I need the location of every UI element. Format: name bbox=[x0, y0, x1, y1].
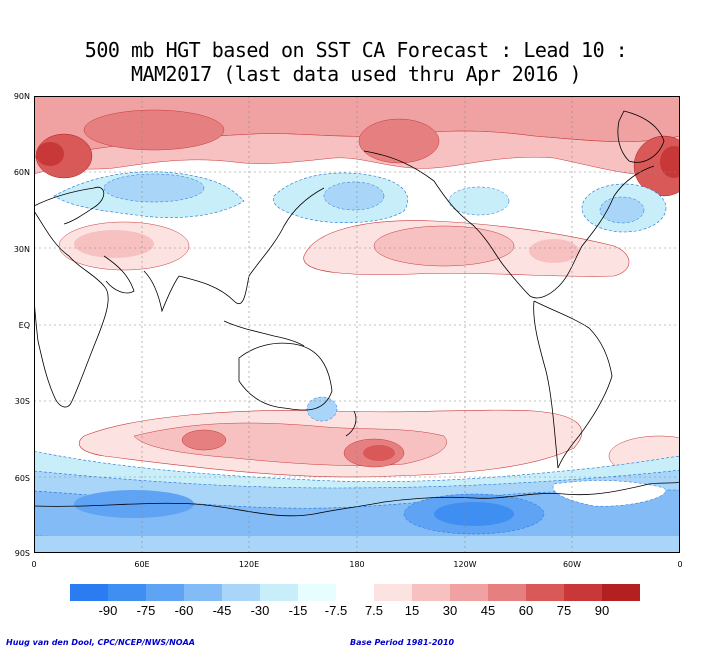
coastlines bbox=[34, 110, 680, 517]
antarctica-coast bbox=[34, 481, 680, 517]
color-legend bbox=[70, 584, 640, 601]
legend-swatch bbox=[108, 584, 146, 601]
graticule bbox=[34, 96, 680, 553]
south-america-west bbox=[533, 300, 559, 469]
positive-anomaly-asia-subtropics-core bbox=[74, 230, 154, 258]
lon-label-0-right: 0 bbox=[677, 560, 683, 569]
lon-label-120w: 120W bbox=[453, 560, 477, 569]
anomaly-map bbox=[34, 96, 680, 553]
legend-swatch bbox=[412, 584, 450, 601]
legend-label: -7.5 bbox=[324, 603, 348, 618]
legend-label: -60 bbox=[174, 603, 194, 618]
lon-label-60e: 60E bbox=[134, 560, 150, 569]
arabia-coast bbox=[103, 255, 135, 294]
chart-title-line-2: MAM2017 (last data used thru Apr 2016 ) bbox=[130, 62, 582, 86]
legend-swatch bbox=[488, 584, 526, 601]
legend-label: 45 bbox=[480, 603, 496, 618]
positive-anomaly-indian-ocean bbox=[181, 429, 227, 451]
legend-label: 90 bbox=[594, 603, 610, 618]
legend-swatch bbox=[336, 584, 374, 601]
negative-anomaly-eurasia-core bbox=[103, 173, 205, 203]
negative-anomaly-northpacific-core bbox=[323, 181, 385, 211]
lat-label-30n: 30N bbox=[13, 245, 30, 254]
positive-anomaly-gulf bbox=[529, 239, 579, 263]
positive-anomaly-pacific-subtropics-core bbox=[373, 225, 515, 267]
positive-anomaly-pacific-high bbox=[83, 109, 225, 151]
legend-swatch bbox=[564, 584, 602, 601]
positive-anomaly-greenland-core bbox=[660, 146, 680, 178]
legend-label: -45 bbox=[212, 603, 232, 618]
australia-coast bbox=[238, 342, 333, 411]
africa-coast bbox=[34, 210, 109, 408]
legend-swatch bbox=[298, 584, 336, 601]
legend-swatch bbox=[260, 584, 298, 601]
legend-swatch bbox=[146, 584, 184, 601]
lat-label-30s: 30S bbox=[14, 397, 30, 406]
legend-label: -15 bbox=[288, 603, 308, 618]
legend-swatch bbox=[222, 584, 260, 601]
negative-anomaly-tasman bbox=[306, 396, 338, 422]
lat-label-60s: 60S bbox=[14, 474, 30, 483]
positive-anomaly-alaska bbox=[358, 118, 440, 164]
legend-label: -75 bbox=[136, 603, 156, 618]
legend-swatch bbox=[374, 584, 412, 601]
credit-text: Huug van den Dool, CPC/NCEP/NWS/NOAA bbox=[6, 638, 195, 647]
legend-label: 60 bbox=[518, 603, 534, 618]
greenland-coast bbox=[617, 110, 665, 163]
negative-anomaly-amundsen-core bbox=[434, 502, 514, 526]
lat-label-90s: 90S bbox=[14, 549, 30, 558]
lon-label-60w: 60W bbox=[562, 560, 582, 569]
positive-anomaly-siberia-core bbox=[36, 142, 64, 166]
positive-anomaly-south-pacific-core bbox=[363, 445, 395, 461]
india-coast bbox=[143, 270, 180, 313]
legend-label: 75 bbox=[556, 603, 572, 618]
negative-anomaly-southern-polar-cap bbox=[34, 536, 680, 553]
lon-label-0-left: 0 bbox=[31, 560, 37, 569]
north-america-coast bbox=[363, 150, 655, 299]
legend-label: 7.5 bbox=[364, 603, 384, 618]
legend-swatch bbox=[184, 584, 222, 601]
europe-coast bbox=[34, 186, 105, 225]
map-panel bbox=[34, 96, 680, 553]
legend-swatch bbox=[70, 584, 108, 601]
lat-label-90n: 90N bbox=[13, 92, 30, 101]
south-america-coast bbox=[533, 300, 613, 469]
legend-label: -90 bbox=[98, 603, 118, 618]
lat-label-60n: 60N bbox=[13, 168, 30, 177]
map-frame bbox=[34, 96, 680, 553]
legend-label: 30 bbox=[442, 603, 458, 618]
new-zealand bbox=[345, 410, 357, 437]
legend-swatch bbox=[526, 584, 564, 601]
maritime-continent bbox=[223, 320, 305, 347]
legend-label: -30 bbox=[250, 603, 270, 618]
lon-label-120e: 120E bbox=[238, 560, 260, 569]
lat-label-eq: EQ bbox=[18, 321, 30, 330]
lon-label-180: 180 bbox=[349, 560, 365, 569]
negative-anomaly-atlantic-core bbox=[599, 196, 645, 224]
legend-label: 15 bbox=[404, 603, 420, 618]
legend-swatch bbox=[602, 584, 640, 601]
base-period-text: Base Period 1981-2010 bbox=[350, 638, 455, 647]
chart-title-line-1: 500 mb HGT based on SST CA Forecast : Le… bbox=[84, 38, 628, 62]
negative-anomaly-hudson bbox=[448, 186, 510, 216]
legend-swatch bbox=[450, 584, 488, 601]
